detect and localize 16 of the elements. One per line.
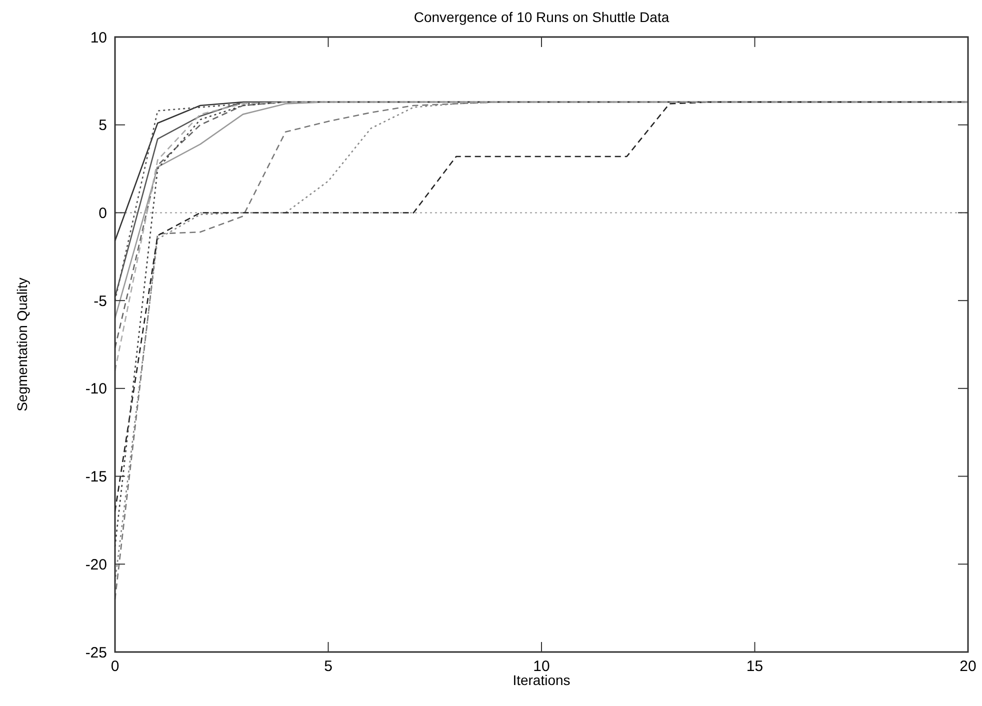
x-tick-label: 0 bbox=[110, 658, 120, 675]
x-tick-label: 10 bbox=[533, 658, 550, 675]
y-tick-label: -5 bbox=[94, 292, 107, 310]
y-tick-label: -20 bbox=[85, 556, 107, 574]
y-tick-label: 5 bbox=[98, 117, 107, 134]
chart-title: Convergence of 10 Runs on Shuttle Data bbox=[414, 9, 670, 25]
y-tick-label: -15 bbox=[85, 468, 107, 486]
x-tick-label: 20 bbox=[960, 658, 976, 675]
x-tick-label: 5 bbox=[324, 658, 332, 675]
y-tick-label: 0 bbox=[98, 204, 107, 222]
x-axis-title: Iterations bbox=[512, 672, 570, 688]
y-axis-title: Segmentation Quality bbox=[14, 278, 30, 412]
y-tick-label: -10 bbox=[85, 380, 107, 398]
y-tick-label: 10 bbox=[90, 29, 107, 46]
y-tick-label: -25 bbox=[85, 644, 107, 662]
x-tick-label: 15 bbox=[746, 658, 764, 675]
